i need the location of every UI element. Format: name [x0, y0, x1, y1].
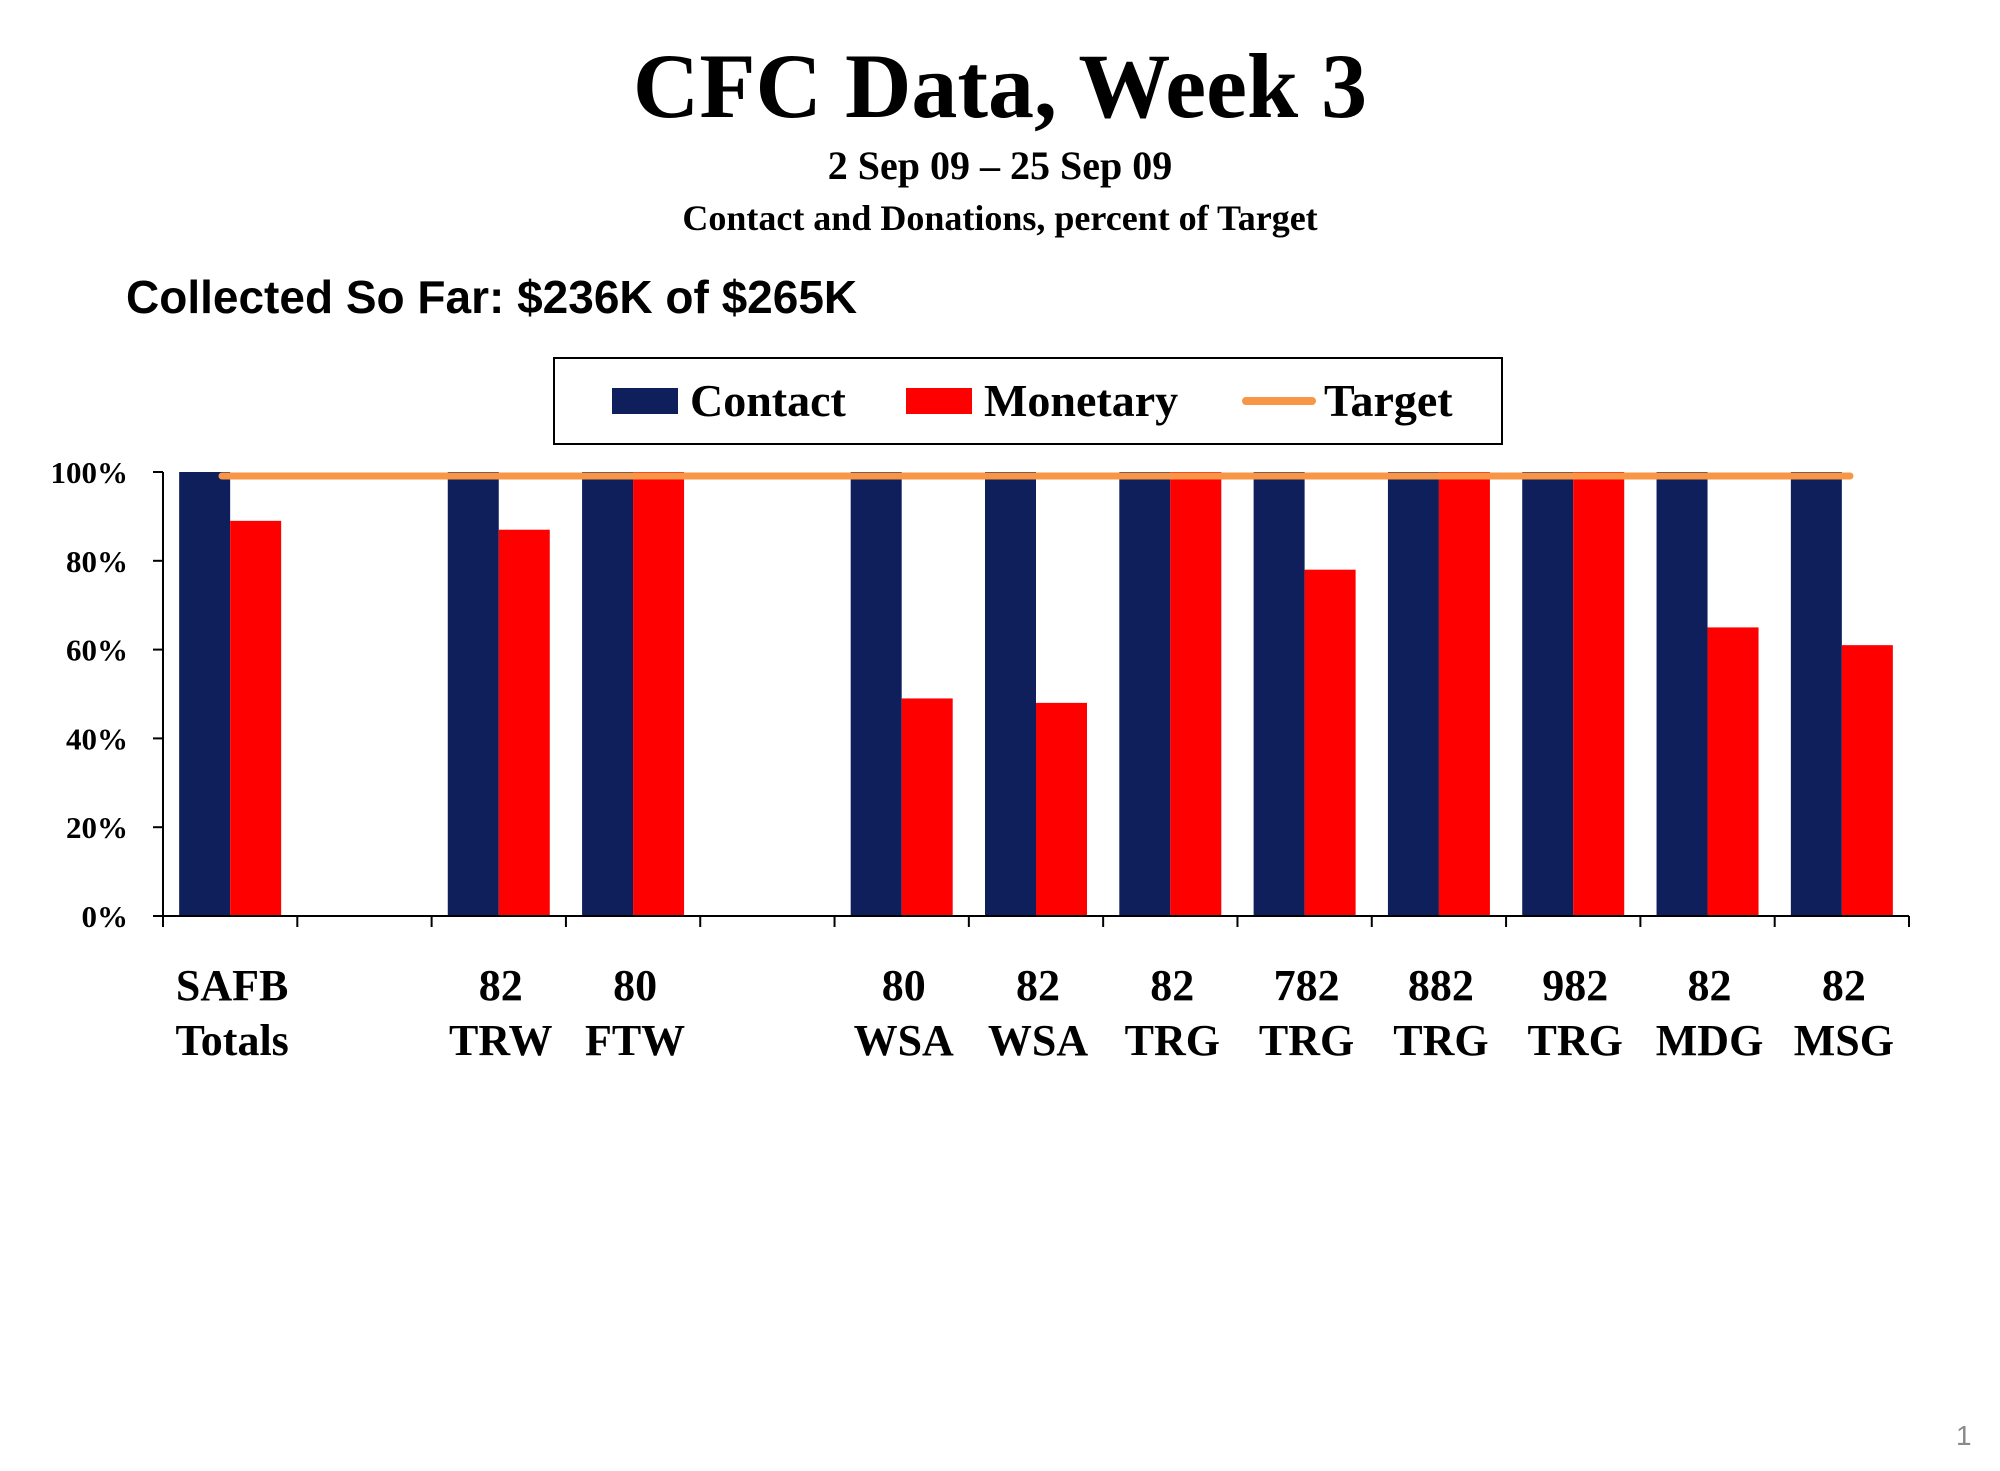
contact-bar	[1522, 472, 1574, 916]
contact-bar	[850, 472, 902, 916]
category-label: TRG	[1125, 1016, 1220, 1065]
contact-bar	[582, 472, 634, 916]
category-label: 982	[1542, 961, 1608, 1010]
category-label: WSA	[854, 1016, 954, 1065]
contact-bar	[985, 472, 1036, 916]
y-tick-label: 40%	[66, 721, 128, 756]
category-label: 82	[1822, 961, 1866, 1010]
monetary-bar	[1573, 472, 1625, 916]
monetary-bar	[901, 698, 953, 916]
monetary-bar	[498, 529, 550, 916]
category-label: TRG	[1528, 1016, 1623, 1065]
contact-bar	[1387, 472, 1439, 916]
monetary-bar	[1707, 627, 1759, 916]
category-label: TRW	[449, 1016, 553, 1065]
category-label: SAFB	[176, 961, 288, 1010]
category-label: 80	[613, 961, 657, 1010]
category-label: TRG	[1393, 1016, 1488, 1065]
chart-caption: Contact and Donations, percent of Target	[682, 198, 1318, 238]
y-tick-label: 100%	[51, 455, 129, 490]
category-label: FTW	[585, 1016, 685, 1065]
category-label: 782	[1274, 961, 1340, 1010]
slide-title: CFC Data, Week 3	[632, 35, 1368, 137]
category-label: WSA	[988, 1016, 1088, 1065]
monetary-bar	[1841, 645, 1893, 916]
category-label: 82	[1016, 961, 1060, 1010]
contact-bar	[1253, 472, 1305, 916]
monetary-bar	[1438, 472, 1490, 916]
category-label: MDG	[1656, 1016, 1764, 1065]
category-label: 82	[1688, 961, 1732, 1010]
collected-summary: Collected So Far: $236K of $265K	[126, 271, 858, 323]
legend-contact-swatch	[612, 388, 678, 414]
legend-contact-label: Contact	[690, 375, 847, 426]
category-label: Totals	[175, 1016, 288, 1065]
legend-target-label: Target	[1324, 375, 1453, 426]
category-label: 80	[882, 961, 926, 1010]
y-tick-label: 60%	[66, 633, 128, 668]
y-tick-label: 20%	[66, 810, 128, 845]
contact-bar	[179, 472, 231, 916]
monetary-bar	[230, 520, 282, 916]
legend-box	[553, 357, 1503, 445]
page-number: 1	[1956, 1420, 1972, 1451]
monetary-bar	[633, 472, 685, 916]
category-label: 882	[1408, 961, 1474, 1010]
category-label: 82	[1150, 961, 1194, 1010]
monetary-bar	[1036, 702, 1087, 916]
legend-monetary-label: Monetary	[984, 375, 1178, 426]
contact-bar	[1119, 472, 1171, 916]
legend-monetary-swatch	[906, 388, 972, 414]
monetary-bar	[1170, 472, 1222, 916]
contact-bar	[1656, 472, 1708, 916]
y-tick-label: 80%	[66, 544, 128, 579]
category-label: MSG	[1794, 1016, 1894, 1065]
monetary-bar	[1304, 569, 1356, 916]
y-tick-label: 0%	[82, 899, 129, 934]
contact-bar	[1790, 472, 1842, 916]
date-range: 2 Sep 09 – 25 Sep 09	[827, 143, 1173, 188]
contact-bar	[447, 472, 499, 916]
category-label: 82	[479, 961, 523, 1010]
category-label: TRG	[1259, 1016, 1354, 1065]
bar-chart: 0% 20% 40% 60% 80% 100% SAFB Totals 82 TRW 80 FTW 80…	[51, 357, 1910, 1065]
